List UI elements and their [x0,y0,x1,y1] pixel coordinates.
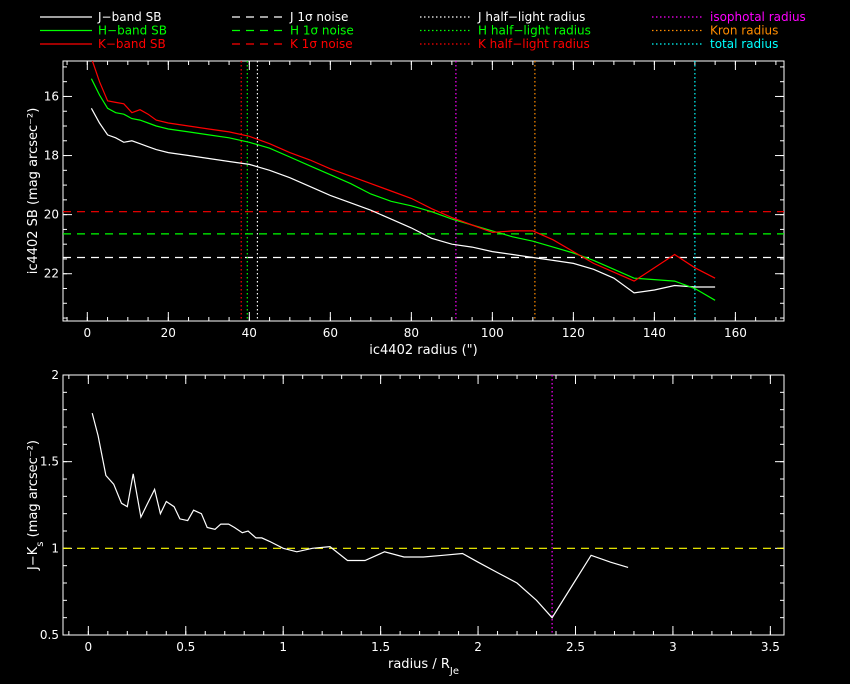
y-tick-label-1-0: 0.5 [40,628,59,642]
y-axis-label-1: J−Ks (mag arcsec⁻²) [26,440,46,571]
x-tick-label-1-2: 1 [279,640,287,654]
legend-label-0: J−band SB [97,10,161,24]
series-line-0-2 [91,61,716,282]
legend-label-3: J 1σ noise [289,10,348,24]
y-tick-label-1-2: 1.5 [40,455,59,469]
legend-label-5: K 1σ noise [290,37,353,51]
x-tick-label-1-0: 0 [85,640,93,654]
x-tick-label-1-4: 2 [474,640,482,654]
x-tick-label-0-7: 140 [643,326,666,340]
legend-label-9: isophotal radius [710,10,806,24]
series-line-0-0 [90,108,716,294]
x-tick-label-0-3: 60 [323,326,338,340]
legend-label-2: K−band SB [98,37,166,51]
legend-label-11: total radius [710,37,778,51]
y-tick-label-1-1: 1 [51,541,59,555]
series-line-0-1 [90,78,716,301]
y-tick-label-0-2: 20 [44,208,59,222]
x-tick-label-1-6: 3 [669,640,677,654]
x-tick-label-1-5: 2.5 [566,640,585,654]
x-tick-label-1-3: 1.5 [371,640,390,654]
legend-label-7: H half−light radius [478,24,591,38]
legend-label-8: K half−light radius [478,37,590,51]
x-tick-label-0-0: 0 [83,326,91,340]
legend-label-1: H−band SB [98,24,167,38]
plot-frame-1 [62,374,785,636]
plot-frame-0 [62,60,785,322]
x-axis-label-1: radius / RJe [388,657,459,677]
series-line-1-0 [91,412,629,619]
y-tick-label-1-3: 2 [51,368,59,382]
x-tick-label-1-7: 3.5 [761,640,780,654]
x-tick-label-0-5: 100 [481,326,504,340]
x-tick-label-1-1: 0.5 [176,640,195,654]
y-tick-label-0-3: 22 [44,267,59,281]
x-tick-label-0-6: 120 [562,326,585,340]
legend-label-6: J half−light radius [477,10,585,24]
sb-profile-panel: 0 20 40 60 80 100 120 140 160 16 18 20 22 ic4402 radi… [26,60,785,358]
y-axis-label-0: ic4402 SB (mag arcsec⁻²) [26,108,41,275]
color-profile-panel: 0 0.5 1 1.5 2 2.5 3 3.5 0.5 1 1.5 2 radius / RJe J−Ks… [26,368,785,677]
x-tick-label-0-8: 160 [724,326,747,340]
plot-area-0 [63,61,784,321]
plot-area-1 [63,375,784,635]
y-tick-label-0-0: 16 [44,89,59,103]
x-axis-label-0: ic4402 radius (") [369,343,477,358]
legend-label-4: H 1σ noise [290,24,354,38]
x-tick-label-0-4: 80 [404,326,419,340]
legend-label-10: Kron radius [710,24,778,38]
x-tick-label-0-2: 40 [242,326,257,340]
x-tick-label-0-1: 20 [161,326,176,340]
y-tick-label-0-1: 18 [44,149,59,163]
